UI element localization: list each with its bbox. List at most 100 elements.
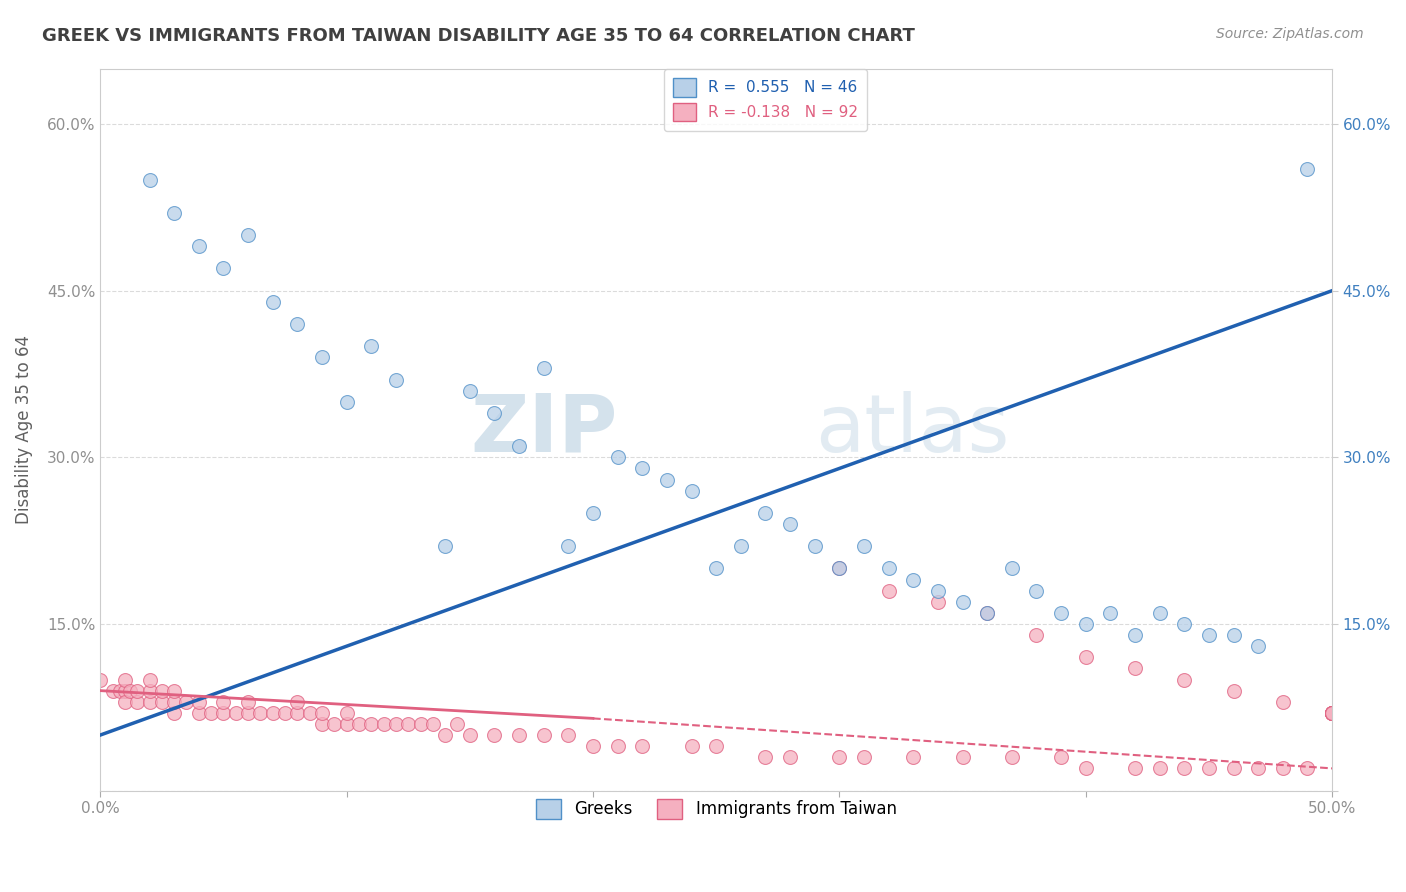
- Point: [114, 695, 136, 709]
- Point: [212, 261, 235, 276]
- Point: [877, 583, 900, 598]
- Point: [533, 728, 555, 742]
- Point: [1296, 761, 1319, 775]
- Point: [803, 539, 825, 553]
- Point: [927, 595, 949, 609]
- Point: [730, 539, 752, 553]
- Point: [347, 717, 370, 731]
- Point: [1173, 761, 1195, 775]
- Point: [1001, 750, 1024, 764]
- Point: [1271, 695, 1294, 709]
- Point: [952, 595, 974, 609]
- Point: [336, 394, 359, 409]
- Point: [754, 750, 776, 764]
- Point: [1074, 761, 1097, 775]
- Point: [127, 683, 149, 698]
- Point: [903, 750, 925, 764]
- Point: [1296, 161, 1319, 176]
- Point: [285, 317, 308, 331]
- Point: [1222, 761, 1244, 775]
- Point: [373, 717, 395, 731]
- Point: [311, 351, 333, 365]
- Point: [681, 483, 703, 498]
- Point: [606, 739, 628, 754]
- Point: [484, 406, 506, 420]
- Point: [1320, 706, 1343, 720]
- Point: [1123, 661, 1146, 675]
- Point: [828, 561, 851, 575]
- Point: [557, 728, 579, 742]
- Point: [852, 539, 875, 553]
- Point: [704, 561, 727, 575]
- Point: [1149, 606, 1171, 620]
- Text: GREEK VS IMMIGRANTS FROM TAIWAN DISABILITY AGE 35 TO 64 CORRELATION CHART: GREEK VS IMMIGRANTS FROM TAIWAN DISABILI…: [42, 27, 915, 45]
- Point: [236, 228, 259, 243]
- Point: [1222, 683, 1244, 698]
- Point: [484, 728, 506, 742]
- Point: [976, 606, 998, 620]
- Point: [631, 739, 654, 754]
- Point: [1025, 583, 1047, 598]
- Point: [187, 706, 209, 720]
- Point: [1001, 561, 1024, 575]
- Point: [1123, 761, 1146, 775]
- Point: [285, 706, 308, 720]
- Point: [118, 683, 141, 698]
- Point: [150, 683, 173, 698]
- Point: [138, 695, 160, 709]
- Point: [1320, 706, 1343, 720]
- Point: [458, 728, 481, 742]
- Point: [458, 384, 481, 398]
- Point: [828, 561, 851, 575]
- Point: [1320, 706, 1343, 720]
- Legend: Greeks, Immigrants from Taiwan: Greeks, Immigrants from Taiwan: [529, 792, 903, 826]
- Point: [1050, 606, 1073, 620]
- Point: [236, 706, 259, 720]
- Point: [1198, 628, 1220, 642]
- Point: [311, 706, 333, 720]
- Point: [976, 606, 998, 620]
- Point: [852, 750, 875, 764]
- Text: Source: ZipAtlas.com: Source: ZipAtlas.com: [1216, 27, 1364, 41]
- Point: [1149, 761, 1171, 775]
- Point: [101, 683, 124, 698]
- Point: [1074, 650, 1097, 665]
- Point: [285, 695, 308, 709]
- Point: [236, 695, 259, 709]
- Point: [1247, 761, 1270, 775]
- Point: [582, 739, 605, 754]
- Point: [163, 206, 186, 220]
- Point: [1320, 706, 1343, 720]
- Point: [262, 294, 284, 309]
- Point: [298, 706, 321, 720]
- Point: [385, 717, 408, 731]
- Text: atlas: atlas: [814, 391, 1010, 468]
- Point: [779, 750, 801, 764]
- Point: [1320, 706, 1343, 720]
- Point: [1271, 761, 1294, 775]
- Point: [681, 739, 703, 754]
- Point: [779, 516, 801, 531]
- Point: [434, 539, 457, 553]
- Point: [903, 573, 925, 587]
- Point: [114, 673, 136, 687]
- Point: [1173, 617, 1195, 632]
- Point: [150, 695, 173, 709]
- Point: [114, 683, 136, 698]
- Point: [1173, 673, 1195, 687]
- Point: [582, 506, 605, 520]
- Point: [249, 706, 271, 720]
- Point: [1123, 628, 1146, 642]
- Point: [1099, 606, 1122, 620]
- Point: [508, 728, 530, 742]
- Point: [828, 750, 851, 764]
- Point: [1050, 750, 1073, 764]
- Point: [176, 695, 198, 709]
- Point: [952, 750, 974, 764]
- Point: [533, 361, 555, 376]
- Point: [754, 506, 776, 520]
- Point: [1222, 628, 1244, 642]
- Point: [163, 706, 186, 720]
- Point: [1320, 706, 1343, 720]
- Text: ZIP: ZIP: [471, 391, 617, 468]
